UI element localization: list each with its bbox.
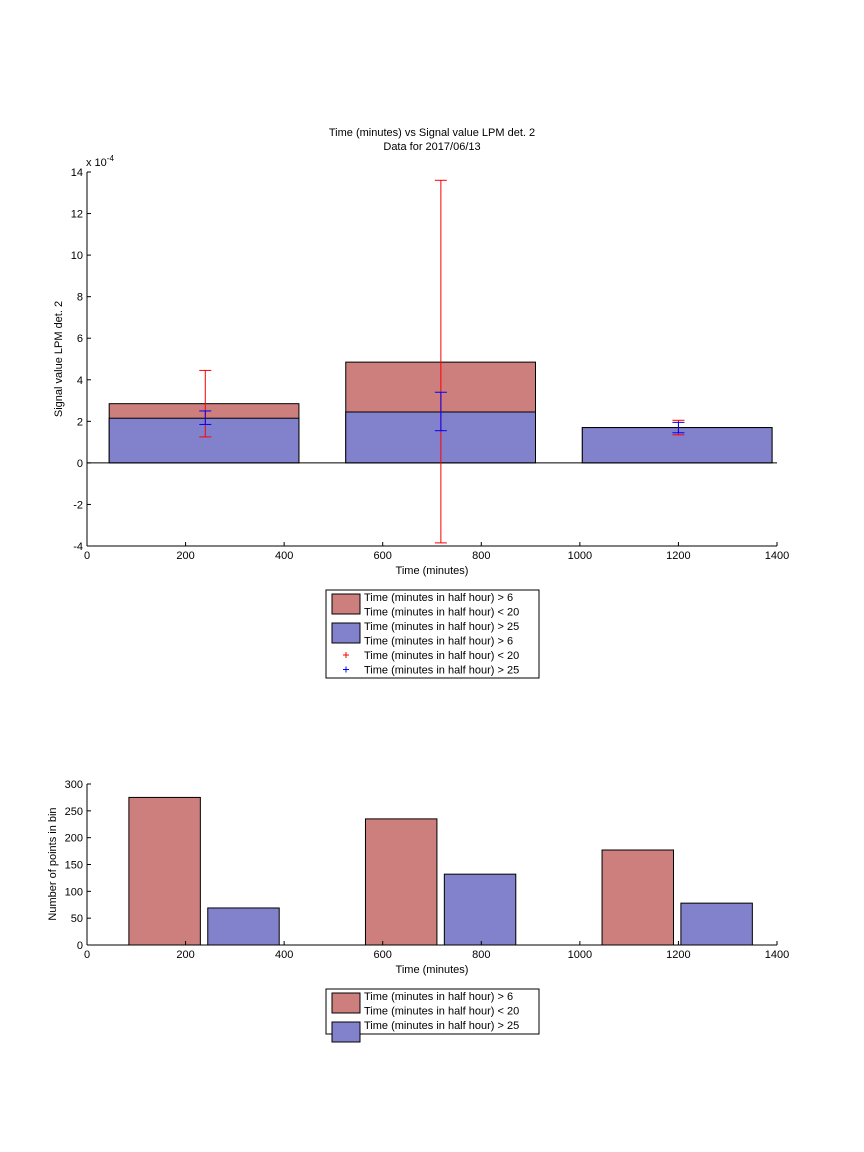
chart2-x-tick-label: 200 bbox=[176, 949, 194, 961]
signal-chart: Time (minutes) vs Signal value LPM det. … bbox=[53, 127, 789, 679]
chart1-y-tick-label: 0 bbox=[77, 458, 83, 470]
chart1-y-axis-label: Signal value LPM det. 2 bbox=[53, 301, 65, 417]
chart1-y-exponent-power: -4 bbox=[107, 154, 115, 163]
chart1-x-tick-label: 1200 bbox=[666, 550, 690, 562]
chart1-error-bar-blue-5 bbox=[672, 421, 685, 434]
chart2-axes: 0 200 400 600 800 1000 1200 1400 0 50 100 150 200 250… bbox=[65, 779, 790, 961]
chart1-x-tick-label: 1400 bbox=[765, 550, 789, 562]
chart1-error-bar-red-0 bbox=[199, 369, 212, 438]
chart1-legend-label: Time (minutes in half hour) > 25 bbox=[364, 621, 519, 633]
chart1-y-tick-label: 14 bbox=[71, 167, 83, 179]
chart2-x-tick-label: 1400 bbox=[765, 949, 789, 961]
chart1-x-axis-label: Time (minutes) bbox=[396, 565, 469, 577]
chart1-legend-patch-red bbox=[331, 593, 361, 615]
chart1-legend-label: Time (minutes in half hour) < 20 bbox=[364, 607, 519, 619]
chart2-legend-label: Time (minutes in half hour) > 6 bbox=[364, 991, 513, 1003]
chart1-bar-blue-0 bbox=[108, 417, 300, 464]
chart1-subtitle: Data for 2017/06/13 bbox=[383, 141, 480, 153]
chart2-legend-box bbox=[325, 988, 540, 1035]
chart1-legend-patch-blue bbox=[331, 622, 361, 644]
chart2-x-tick-label: 600 bbox=[374, 949, 392, 961]
chart1-y-tick-label: 8 bbox=[77, 292, 83, 304]
chart1-x-tick-label: 400 bbox=[275, 550, 293, 562]
chart1-axes: 0 200 400 600 800 1000 1200 1400 -4 -2 0 2 4 6 8 10 12 14 bbox=[71, 167, 789, 562]
chart1-legend-label: Time (minutes in half hour) > 6 bbox=[364, 592, 513, 604]
chart1-y-exponent: x 10-4 bbox=[86, 154, 114, 169]
chart1-x-tick-label: 800 bbox=[472, 550, 490, 562]
chart2-y-tick-label: 50 bbox=[71, 913, 83, 925]
chart1-error-bars bbox=[199, 179, 685, 544]
chart1-x-tick-label: 0 bbox=[84, 550, 90, 562]
chart1-error-bar-red-2 bbox=[434, 179, 447, 544]
chart1-y-tick-label: 2 bbox=[77, 416, 83, 428]
chart1-x-tick-label: 200 bbox=[176, 550, 194, 562]
chart2-bar-red-2 bbox=[364, 818, 438, 946]
chart2-legend: Time (minutes in half hour) > 6 Time (min… bbox=[325, 988, 540, 1043]
chart2-legend-patch-blue bbox=[331, 1021, 361, 1043]
chart1-error-bar-blue-1 bbox=[199, 410, 212, 425]
chart1-bar-blue-2 bbox=[581, 427, 773, 464]
chart2-bar-blue-1 bbox=[207, 907, 280, 946]
chart2-y-tick-label: 300 bbox=[65, 779, 83, 791]
chart2-y-tick-label: 250 bbox=[65, 806, 83, 818]
chart2-x-tick-label: 400 bbox=[275, 949, 293, 961]
chart2-x-axis-label: Time (minutes) bbox=[396, 964, 469, 976]
chart1-y-tick-label: -4 bbox=[73, 541, 83, 553]
chart2-legend-label: Time (minutes in half hour) > 25 bbox=[364, 1020, 519, 1032]
chart2-x-tick-label: 800 bbox=[472, 949, 490, 961]
chart1-y-tick-label: 12 bbox=[71, 209, 83, 221]
chart1-legend-box bbox=[325, 589, 540, 679]
chart1-legend-label: Time (minutes in half hour) > 25 bbox=[364, 665, 519, 677]
chart1-x-tick-label: 600 bbox=[374, 550, 392, 562]
chart1-legend-label: Time (minutes in half hour) > 6 bbox=[364, 636, 513, 648]
chart2-y-tick-label: 0 bbox=[77, 940, 83, 952]
chart1-error-bar-blue-3 bbox=[434, 391, 447, 432]
chart2-y-tick-label: 100 bbox=[65, 886, 83, 898]
chart2-bar-blue-5 bbox=[680, 902, 753, 946]
chart1-legend-label: Time (minutes in half hour) < 20 bbox=[364, 650, 519, 662]
chart2-y-tick-label: 200 bbox=[65, 833, 83, 845]
chart1-title: Time (minutes) vs Signal value LPM det. … bbox=[329, 127, 535, 139]
count-chart: 0 200 400 600 800 1000 1200 1400 0 50 100 150 200 250… bbox=[47, 779, 790, 1043]
chart1-y-exponent-base: x 10 bbox=[86, 157, 107, 169]
chart2-bars bbox=[128, 796, 753, 946]
chart2-legend-label: Time (minutes in half hour) < 20 bbox=[364, 1006, 519, 1018]
chart1-y-tick-label: 10 bbox=[71, 250, 83, 262]
chart2-legend-patch-red bbox=[331, 992, 361, 1014]
chart2-x-tick-label: 1000 bbox=[568, 949, 592, 961]
chart2-bar-red-0 bbox=[128, 796, 201, 946]
chart1-y-tick-label: 4 bbox=[77, 375, 83, 387]
chart1-x-tick-label: 1000 bbox=[568, 550, 592, 562]
chart1-y-tick-label: -2 bbox=[73, 499, 83, 511]
chart2-y-axis-label: Number of points in bin bbox=[47, 807, 59, 920]
chart1-legend: Time (minutes in half hour) > 6 Time (min… bbox=[325, 589, 540, 679]
chart2-bar-red-4 bbox=[601, 849, 674, 946]
chart2-y-tick-label: 150 bbox=[65, 860, 83, 872]
chart1-y-tick-label: 6 bbox=[77, 333, 83, 345]
chart2-bar-blue-3 bbox=[443, 873, 517, 946]
chart2-x-tick-label: 0 bbox=[84, 949, 90, 961]
chart2-x-tick-label: 1200 bbox=[666, 949, 690, 961]
